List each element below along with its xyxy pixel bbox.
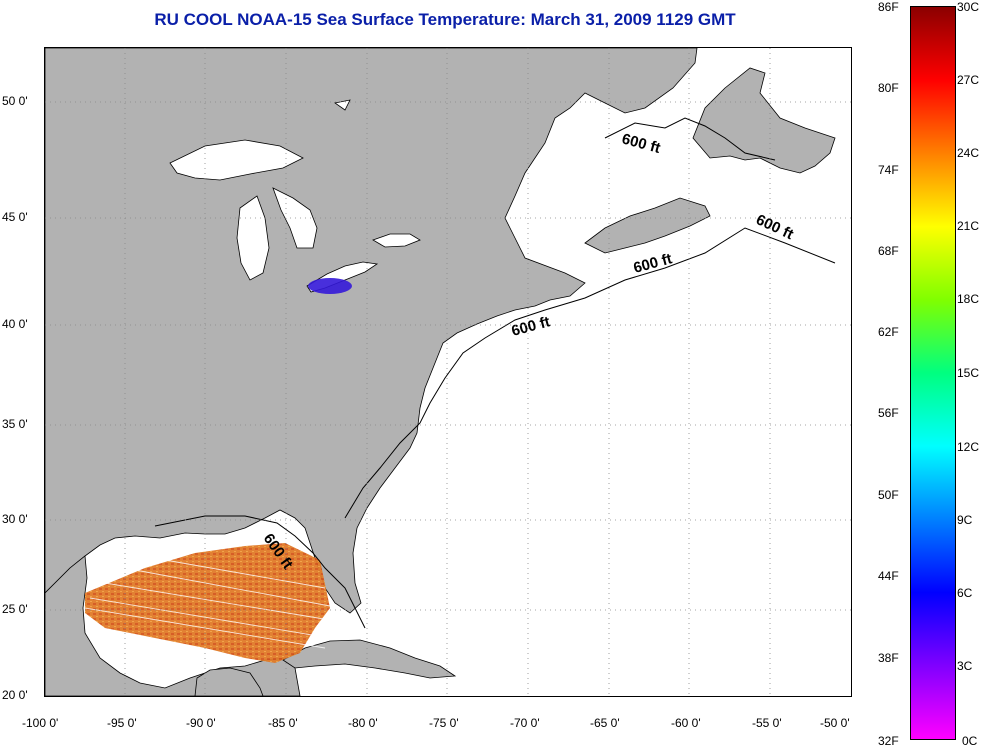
lon-tick-50: -50 0' [820,716,850,730]
sst-lake-erie [308,278,352,294]
contour-label-2: 600 ft [753,211,796,243]
land-newfoundland [692,67,836,174]
lon-tick-60: -60 0' [671,716,701,730]
swath-stripes [84,559,331,649]
map-canvas: 600 ft 600 ft 600 ft 600 ft 600 ft [45,48,851,696]
cb-c-12: 12C [957,440,980,454]
cb-c-6: 6C [957,586,973,600]
cb-f-80: 80F [878,81,899,95]
cb-f-32: 32F [878,734,899,748]
cb-c-18: 18C [957,292,980,306]
cb-f-50: 50F [878,488,899,502]
lon-tick-75: -75 0' [429,716,459,730]
lon-tick-70: -70 0' [510,716,540,730]
lon-tick-65: -65 0' [590,716,620,730]
temperature-colorbar [910,6,956,740]
lat-tick-30: 30 0' [2,512,28,526]
lon-tick-95: -95 0' [107,716,137,730]
lat-tick-35: 35 0' [2,417,28,431]
cb-c-27: 27C [957,73,980,87]
lat-tick-20: 20 0' [2,688,28,702]
lat-tick-25: 25 0' [2,602,28,616]
land-north-america [45,48,698,614]
lon-tick-85: -85 0' [268,716,298,730]
lon-tick-80: -80 0' [348,716,378,730]
contour-label-4: 600 ft [510,313,552,340]
sst-swath [85,543,330,663]
cb-c-0: 0C [962,734,978,748]
cb-f-44: 44F [878,569,899,583]
map-title: RU COOL NOAA-15 Sea Surface Temperature:… [154,10,736,29]
land-yucatan [194,667,264,696]
cb-f-74: 74F [878,163,899,177]
great-lakes [169,99,421,293]
graticule [45,48,851,696]
lon-tick-55: -55 0' [752,716,782,730]
cb-c-30: 30C [957,0,980,14]
lon-tick-100: -100 0' [22,716,59,730]
cb-c-15: 15C [957,366,980,380]
sst-map[interactable]: 600 ft 600 ft 600 ft 600 ft 600 ft [44,47,852,697]
land-cuba [282,639,457,679]
contour-label-1: 600 ft [620,130,662,157]
cb-f-62: 62F [878,325,899,339]
cb-c-3: 3C [957,659,973,673]
cb-f-38: 38F [878,651,899,665]
isobath-600ft [154,117,836,629]
contour-label-3: 600 ft [632,250,674,277]
cb-c-9: 9C [957,513,973,527]
cb-c-24: 24C [957,146,980,160]
lat-tick-40: 40 0' [2,317,28,331]
cb-f-56: 56F [878,406,899,420]
cb-f-68: 68F [878,244,899,258]
land-nova-scotia [584,197,711,254]
cb-c-21: 21C [957,219,980,233]
lat-tick-45: 45 0' [2,210,28,224]
lon-tick-90: -90 0' [186,716,216,730]
cb-f-86: 86F [878,0,899,14]
lat-tick-50: 50 0' [2,94,28,108]
